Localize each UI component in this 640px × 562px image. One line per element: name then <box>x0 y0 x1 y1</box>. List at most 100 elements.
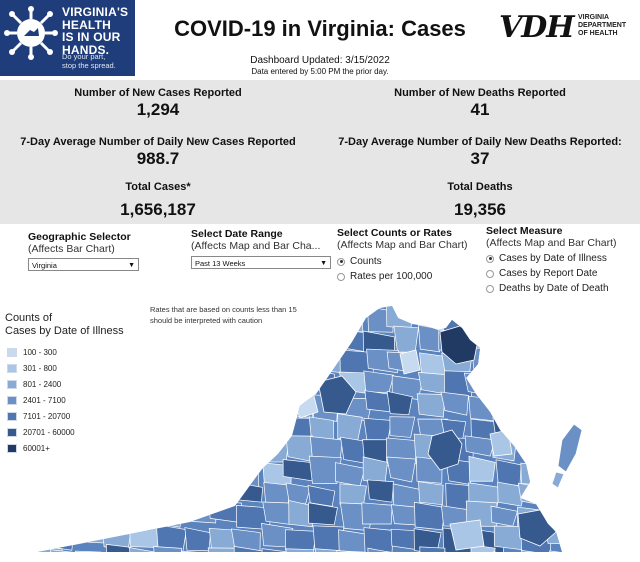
county-shape[interactable] <box>181 284 215 308</box>
legend-item[interactable]: 7101 - 20700 <box>7 412 70 421</box>
radio-button[interactable] <box>337 272 345 281</box>
county-shape[interactable] <box>547 505 581 534</box>
county-shape[interactable] <box>471 347 506 369</box>
county-shape[interactable] <box>230 284 258 304</box>
county-shape[interactable] <box>519 397 546 424</box>
county-shape[interactable] <box>104 503 131 532</box>
county-shape[interactable] <box>128 373 157 402</box>
county-shape[interactable] <box>211 436 242 463</box>
county-shape[interactable] <box>571 547 601 562</box>
county-shape[interactable] <box>99 412 135 437</box>
county-shape[interactable] <box>568 504 596 531</box>
legend-item[interactable]: 801 - 2400 <box>7 380 61 389</box>
county-shape[interactable] <box>183 501 217 524</box>
county-shape[interactable] <box>257 440 289 463</box>
county-shape[interactable] <box>284 529 317 553</box>
county-shape[interactable] <box>0 305 27 328</box>
county-shape[interactable] <box>153 546 183 562</box>
county-shape[interactable] <box>386 551 412 562</box>
county-shape[interactable] <box>27 347 60 371</box>
county-shape[interactable] <box>75 550 102 562</box>
county-shape[interactable] <box>597 284 628 303</box>
county-shape[interactable] <box>312 287 340 314</box>
county-shape[interactable] <box>337 413 363 441</box>
county-shape[interactable] <box>307 485 336 507</box>
county-shape[interactable] <box>184 372 217 398</box>
county-shape[interactable] <box>570 373 597 400</box>
county-shape[interactable] <box>416 393 446 418</box>
county-shape[interactable] <box>261 414 293 439</box>
county-shape[interactable] <box>184 458 212 483</box>
county-shape[interactable] <box>595 434 628 460</box>
county-shape[interactable] <box>573 284 599 306</box>
county-shape[interactable] <box>546 391 576 413</box>
radio-button[interactable] <box>486 254 494 263</box>
county-shape[interactable] <box>78 329 110 358</box>
county-shape[interactable] <box>205 286 240 315</box>
county-shape[interactable] <box>131 307 160 333</box>
county-shape[interactable] <box>440 284 470 304</box>
county-shape[interactable] <box>233 545 264 562</box>
county-shape[interactable] <box>281 306 311 327</box>
county-shape[interactable] <box>183 479 212 508</box>
county-shape[interactable] <box>548 345 573 375</box>
county-shape[interactable] <box>464 287 496 312</box>
county-shape[interactable] <box>54 372 89 394</box>
county-shape[interactable] <box>181 550 211 562</box>
county-shape[interactable] <box>125 435 160 457</box>
county-shape[interactable] <box>231 528 261 553</box>
county-shape[interactable] <box>0 390 29 418</box>
date-range-dropdown[interactable]: Past 13 Weeks ▼ <box>191 256 331 269</box>
county-shape[interactable] <box>308 502 338 526</box>
county-shape[interactable] <box>53 457 83 486</box>
county-shape[interactable] <box>47 306 76 330</box>
county-shape[interactable] <box>495 345 529 367</box>
county-shape[interactable] <box>156 284 180 304</box>
county-shape[interactable] <box>490 324 518 349</box>
virginia-county-map[interactable] <box>0 284 640 562</box>
county-middlesex[interactable] <box>489 429 513 457</box>
county-shape[interactable] <box>444 551 476 562</box>
county-shape[interactable] <box>159 457 191 483</box>
county-shape[interactable] <box>211 349 247 378</box>
county-shape[interactable] <box>182 305 209 327</box>
county-shape[interactable] <box>159 323 188 347</box>
county-shape[interactable] <box>205 411 233 434</box>
county-shape[interactable] <box>367 547 394 562</box>
legend-item[interactable]: 2401 - 7100 <box>7 396 66 405</box>
county-shape[interactable] <box>542 326 568 353</box>
county-shape[interactable] <box>570 391 603 417</box>
county-shape[interactable] <box>53 389 83 418</box>
county-shape[interactable] <box>601 329 635 354</box>
county-shape[interactable] <box>595 528 622 552</box>
county-shape[interactable] <box>285 324 317 352</box>
county-shape[interactable] <box>0 504 32 525</box>
county-shape[interactable] <box>570 304 598 331</box>
county-shape[interactable] <box>29 501 55 528</box>
county-shape[interactable] <box>132 284 160 309</box>
county-shape[interactable] <box>230 413 264 435</box>
county-shape[interactable] <box>594 460 622 484</box>
county-shape[interactable] <box>258 304 289 329</box>
radio-rates[interactable]: Rates per 100,000 <box>337 269 487 284</box>
county-shape[interactable] <box>3 374 28 398</box>
county-shape[interactable] <box>440 391 469 416</box>
county-shape[interactable] <box>210 478 237 504</box>
county-shape[interactable] <box>569 528 594 550</box>
county-shape[interactable] <box>99 351 125 377</box>
county-shape[interactable] <box>260 373 293 402</box>
county-shape[interactable] <box>207 460 233 487</box>
county-shape[interactable] <box>492 551 521 562</box>
county-shape[interactable] <box>386 304 416 329</box>
county-shape[interactable] <box>386 456 417 483</box>
county-shape[interactable] <box>48 522 75 551</box>
county-shape[interactable] <box>101 396 127 423</box>
county-shape[interactable] <box>574 352 605 375</box>
county-shape[interactable] <box>74 411 107 435</box>
county-shape[interactable] <box>624 353 640 376</box>
county-shape[interactable] <box>104 284 131 310</box>
county-shape[interactable] <box>386 390 413 416</box>
county-shape[interactable] <box>80 309 110 338</box>
county-shape[interactable] <box>0 284 25 306</box>
county-shape[interactable] <box>572 327 604 353</box>
